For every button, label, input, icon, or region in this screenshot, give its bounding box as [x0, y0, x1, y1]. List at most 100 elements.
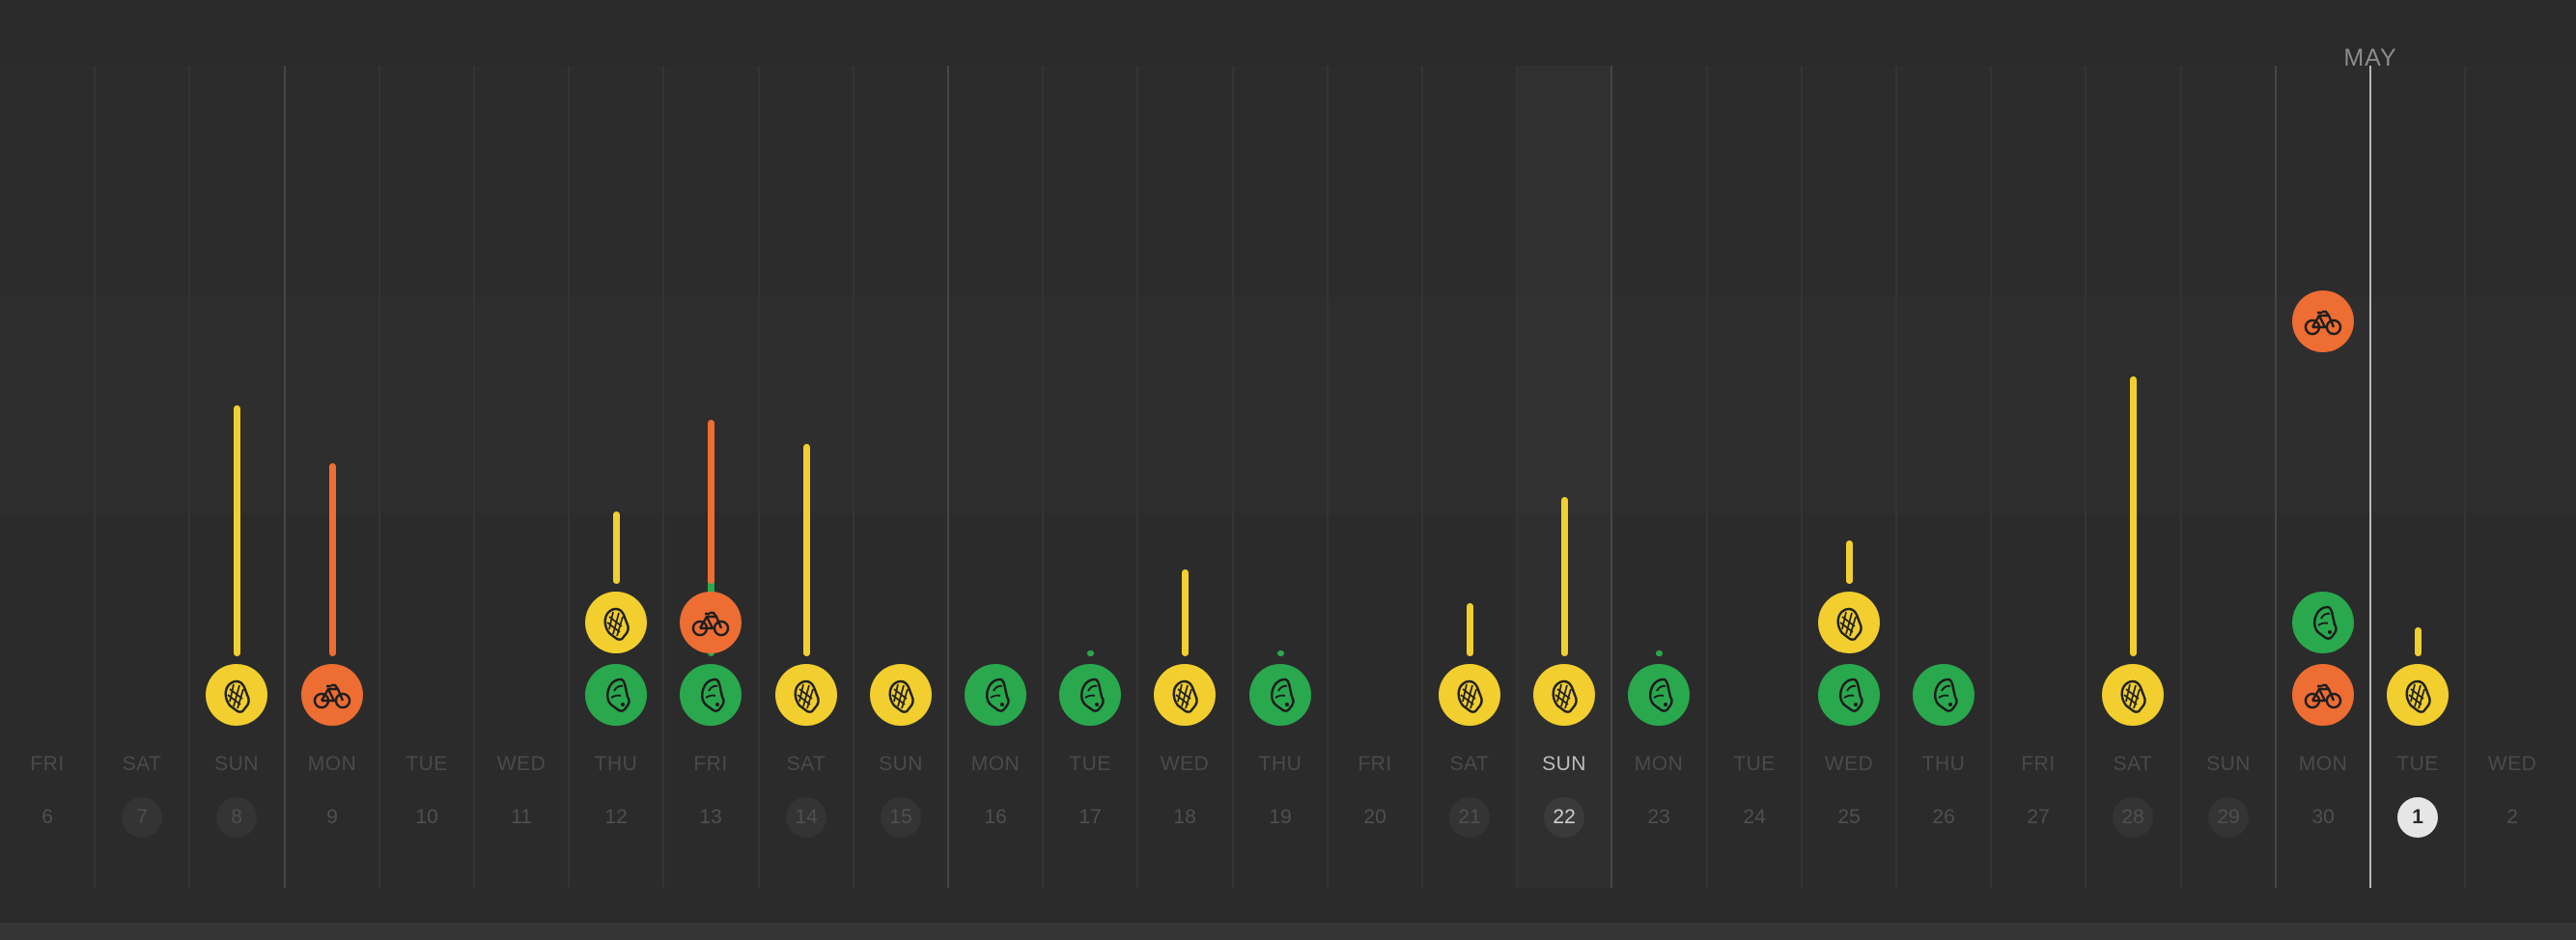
day-of-week-label: SUN	[1542, 753, 1586, 775]
day-of-week-label: THU	[594, 753, 638, 775]
date-label[interactable]: 19	[1269, 806, 1292, 828]
day-of-week-label: FRI	[1358, 753, 1392, 775]
date-label[interactable]: 12	[604, 806, 628, 828]
date-label[interactable]: 30	[2311, 806, 2335, 828]
activity-marker-run[interactable]	[1533, 664, 1596, 726]
date-label[interactable]: 27	[2027, 806, 2050, 828]
date-label[interactable]: 20	[1363, 806, 1386, 828]
day-of-week-label: TUE	[406, 753, 448, 775]
activity-bar-run	[1466, 603, 1473, 656]
date-label[interactable]: 9	[326, 806, 338, 828]
activity-marker-run[interactable]	[775, 664, 838, 726]
activity-bar-run	[1845, 540, 1853, 584]
day-of-week-label: MON	[307, 753, 357, 775]
date-label[interactable]: 28	[2113, 797, 2154, 838]
activity-marker-walk[interactable]	[1628, 664, 1691, 726]
activity-bar-walk	[707, 516, 714, 656]
activity-marker-bike[interactable]	[2292, 290, 2355, 352]
date-label[interactable]: 8	[216, 797, 258, 838]
activity-marker-walk[interactable]	[1249, 664, 1312, 726]
walking-shoe-icon	[1080, 677, 1105, 712]
date-label[interactable]: 29	[2208, 797, 2250, 838]
date-label[interactable]: 25	[1837, 806, 1861, 828]
day-of-week-label: SAT	[2113, 753, 2153, 775]
date-label[interactable]: 10	[415, 806, 438, 828]
activity-marker-walk[interactable]	[1913, 664, 1975, 726]
activity-marker-walk[interactable]	[1059, 664, 1122, 726]
activity-bar-walk	[1276, 650, 1284, 656]
activity-marker-bike[interactable]	[680, 592, 742, 653]
activity-marker-run[interactable]	[1154, 664, 1217, 726]
activity-marker-run[interactable]	[1439, 664, 1501, 726]
activity-marker-walk[interactable]	[680, 664, 742, 726]
day-of-week-label: FRI	[693, 753, 728, 775]
column-divider	[2275, 66, 2277, 888]
day-of-week-label: SUN	[214, 753, 259, 775]
day-of-week-label: WED	[1824, 753, 1874, 775]
date-label[interactable]: 18	[1173, 806, 1196, 828]
date-label[interactable]: 21	[1449, 797, 1491, 838]
column-divider	[1610, 66, 1612, 888]
running-shoe-icon	[2405, 679, 2431, 713]
column-divider	[1421, 66, 1423, 888]
activity-marker-walk[interactable]	[965, 664, 1027, 726]
date-label[interactable]: 2	[2506, 806, 2518, 828]
activity-marker-run[interactable]	[585, 592, 648, 653]
footer-bar	[0, 923, 2576, 940]
column-divider	[1895, 66, 1897, 888]
running-shoe-icon	[888, 679, 914, 713]
day-of-week-label: WED	[496, 753, 546, 775]
day-of-week-label: SAT	[1449, 753, 1490, 775]
date-label[interactable]: 7	[122, 797, 163, 838]
activity-marker-run[interactable]	[2102, 664, 2165, 726]
today-date[interactable]: 1	[2397, 797, 2439, 838]
day-of-week-label: SAT	[786, 753, 826, 775]
date-label[interactable]: 13	[699, 806, 722, 828]
column-divider	[188, 66, 190, 888]
date-label[interactable]: 16	[984, 806, 1007, 828]
activity-bar-run	[2129, 376, 2137, 656]
column-divider	[1706, 66, 1708, 888]
date-label[interactable]: 26	[1932, 806, 1955, 828]
walking-shoe-icon	[701, 677, 725, 712]
activity-bar-bike	[328, 463, 336, 656]
activity-marker-bike[interactable]	[301, 664, 364, 726]
bicycle-icon	[2304, 683, 2342, 709]
day-of-week-label: MON	[2298, 753, 2348, 775]
bicycle-icon	[691, 611, 730, 637]
date-label[interactable]: 14	[786, 797, 827, 838]
date-label[interactable]: 22	[1544, 797, 1585, 838]
column-divider	[284, 66, 286, 888]
running-shoe-icon	[603, 607, 630, 641]
bicycle-icon	[313, 683, 351, 709]
activity-marker-walk[interactable]	[585, 664, 648, 726]
column-divider	[1232, 66, 1234, 888]
column-divider	[947, 66, 949, 888]
date-label[interactable]: 23	[1647, 806, 1670, 828]
running-shoe-icon	[2120, 679, 2146, 713]
date-label[interactable]: 15	[881, 797, 922, 838]
day-of-week-label: FRI	[30, 753, 65, 775]
activity-marker-bike[interactable]	[2292, 664, 2355, 726]
day-of-week-label: MON	[970, 753, 1021, 775]
activity-bar-walk	[1086, 650, 1094, 656]
date-label[interactable]: 11	[511, 806, 532, 828]
walking-shoe-icon	[1839, 677, 1863, 712]
activity-marker-run[interactable]	[2387, 664, 2450, 726]
date-label[interactable]: 24	[1743, 806, 1766, 828]
activity-marker-walk[interactable]	[2292, 592, 2355, 653]
background-band	[0, 297, 2576, 513]
day-of-week-label: TUE	[1733, 753, 1776, 775]
date-label[interactable]: 6	[42, 806, 53, 828]
activity-marker-walk[interactable]	[1818, 664, 1881, 726]
column-divider	[1801, 66, 1803, 888]
date-label[interactable]: 17	[1078, 806, 1102, 828]
running-shoe-icon	[794, 679, 820, 713]
walking-shoe-icon	[986, 677, 1010, 712]
activity-marker-run[interactable]	[1818, 592, 1881, 653]
activity-bar-walk	[1655, 650, 1663, 656]
column-divider	[1136, 66, 1138, 888]
activity-marker-run[interactable]	[206, 664, 268, 726]
activity-bar-bike	[707, 420, 714, 584]
activity-marker-run[interactable]	[870, 664, 933, 726]
